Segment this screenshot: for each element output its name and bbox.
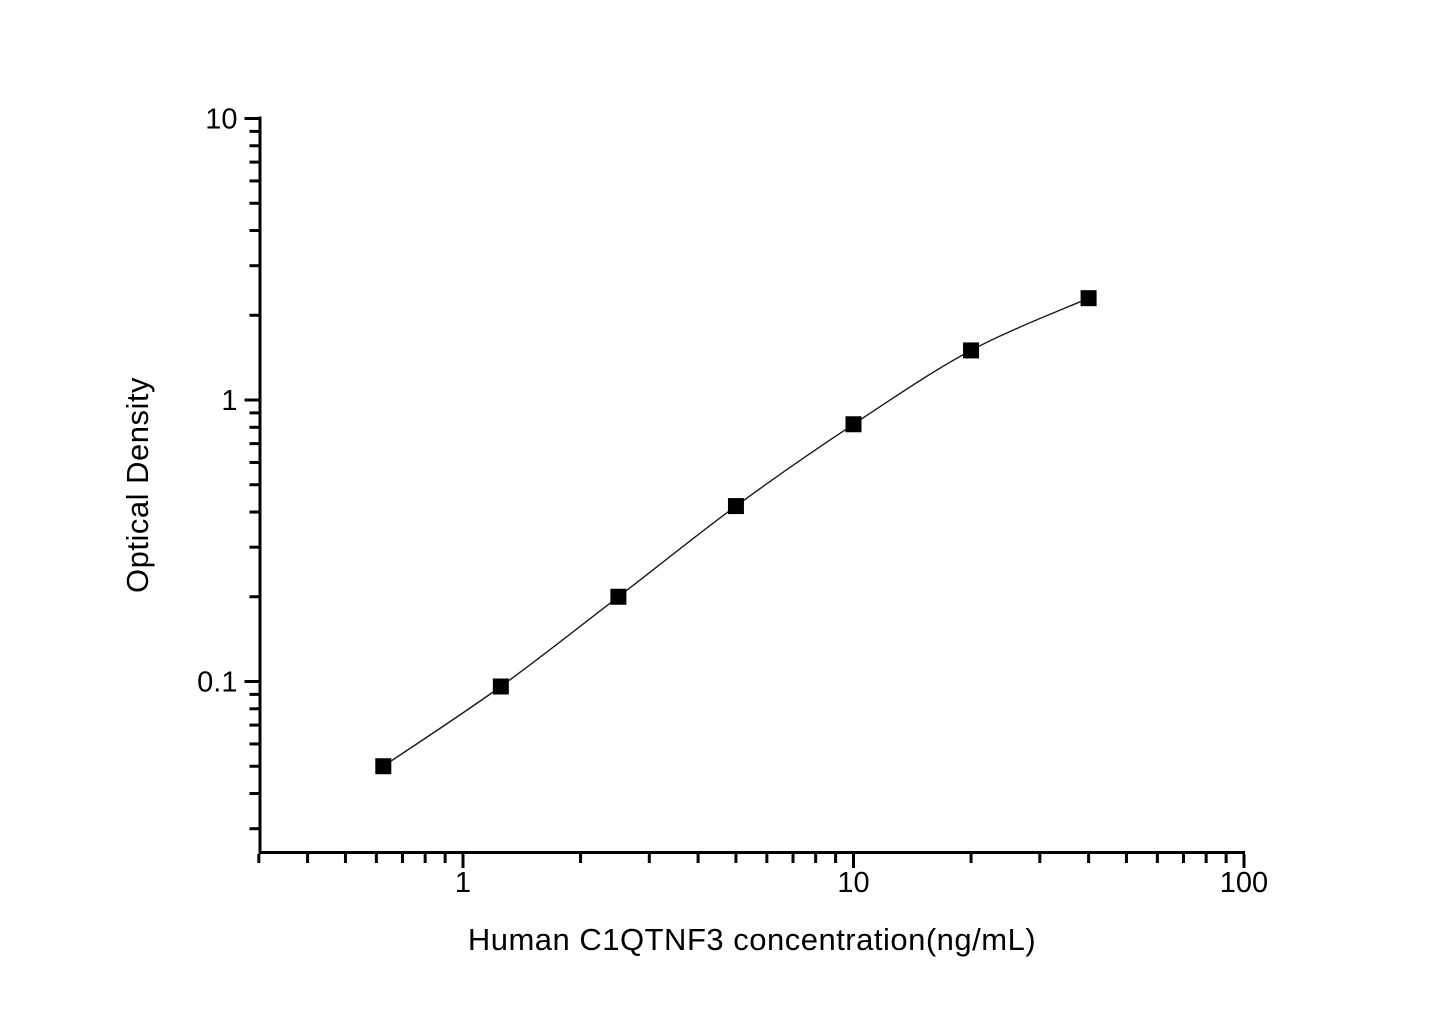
y-axis-title: Optical Density [120, 377, 155, 593]
x-axis-title: Human C1QTNF3 concentration(ng/mL) [467, 922, 1037, 957]
x-tick-label: 100 [1220, 867, 1268, 899]
y-tick-label: 10 [205, 104, 237, 136]
standard-curve-line [382, 297, 1089, 767]
data-point-marker [1080, 290, 1097, 307]
data-point-marker [492, 678, 509, 695]
x-tick-label: 10 [837, 867, 869, 899]
y-tick-label: 0.1 [197, 667, 237, 699]
data-point-marker [610, 588, 627, 605]
x-tick-label: 1 [455, 867, 471, 899]
data-point-marker [375, 758, 392, 775]
data-point-marker [727, 498, 744, 515]
data-point-marker [845, 416, 862, 433]
data-point-marker [963, 342, 980, 359]
y-tick-label: 1 [221, 385, 237, 417]
